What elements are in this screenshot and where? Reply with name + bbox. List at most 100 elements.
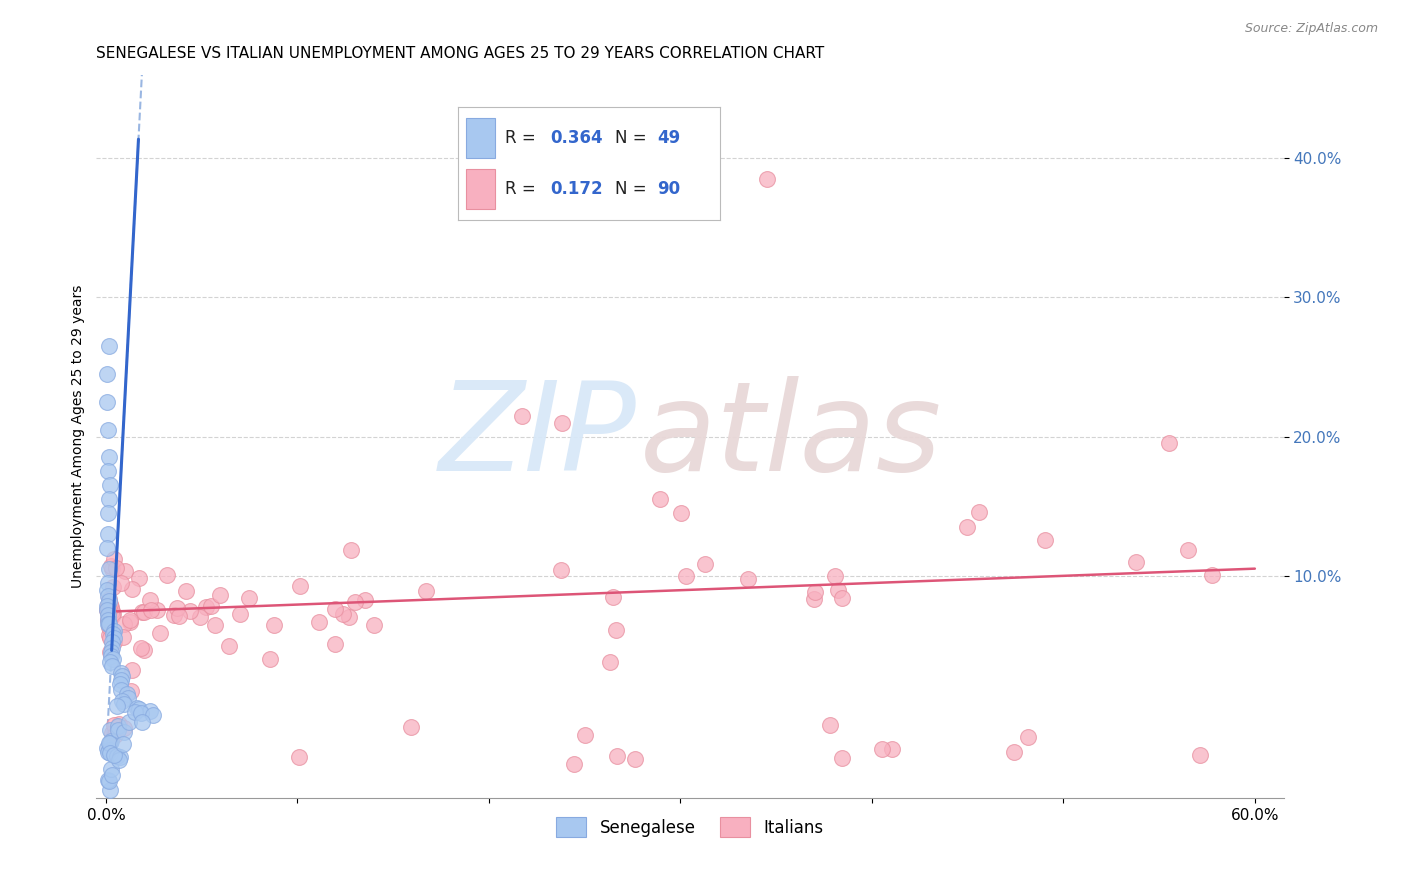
Point bbox=[550, 563, 572, 577]
Point bbox=[107, 717, 129, 731]
Point bbox=[163, 607, 186, 622]
Point bbox=[132, 605, 155, 619]
Point bbox=[415, 583, 437, 598]
Point bbox=[117, 691, 139, 706]
Point bbox=[238, 591, 260, 606]
Point bbox=[108, 750, 131, 764]
Point bbox=[166, 601, 188, 615]
Point bbox=[97, 773, 120, 788]
Point bbox=[100, 558, 122, 573]
Point bbox=[118, 714, 141, 729]
Point bbox=[96, 367, 118, 381]
Point bbox=[103, 552, 125, 566]
Point bbox=[156, 567, 179, 582]
Point bbox=[1125, 555, 1147, 569]
Point bbox=[98, 628, 121, 642]
Point bbox=[96, 740, 118, 755]
Point bbox=[120, 615, 142, 630]
Point bbox=[956, 520, 979, 534]
Point bbox=[100, 599, 122, 614]
Point bbox=[141, 603, 163, 617]
Point bbox=[120, 684, 142, 698]
Point bbox=[117, 687, 139, 701]
Point bbox=[103, 631, 125, 645]
Point bbox=[98, 746, 121, 760]
Point bbox=[142, 707, 165, 722]
Y-axis label: Unemployment Among Ages 25 to 29 years: Unemployment Among Ages 25 to 29 years bbox=[72, 285, 86, 588]
Point bbox=[100, 762, 122, 776]
Point bbox=[111, 737, 134, 751]
Text: ZIP: ZIP bbox=[439, 376, 637, 497]
Point bbox=[100, 649, 122, 664]
Point bbox=[128, 702, 150, 716]
Point bbox=[108, 753, 131, 767]
Point bbox=[208, 588, 231, 602]
Point bbox=[100, 561, 122, 575]
Point bbox=[1004, 745, 1026, 759]
Point bbox=[831, 591, 853, 605]
Point bbox=[97, 617, 120, 632]
Point bbox=[804, 585, 827, 599]
Point bbox=[98, 617, 121, 632]
Point bbox=[344, 595, 367, 609]
Point bbox=[1017, 730, 1039, 744]
Point bbox=[97, 591, 120, 606]
Point bbox=[97, 590, 120, 604]
Point bbox=[112, 697, 135, 711]
Point bbox=[97, 598, 120, 612]
Point bbox=[111, 694, 134, 708]
Text: atlas: atlas bbox=[640, 376, 942, 497]
Point bbox=[755, 172, 778, 186]
Point bbox=[624, 751, 647, 765]
Point bbox=[218, 639, 240, 653]
Point bbox=[98, 723, 121, 737]
Point bbox=[110, 575, 132, 590]
Point bbox=[100, 645, 122, 659]
Point bbox=[101, 640, 124, 655]
Point bbox=[97, 773, 120, 788]
Point bbox=[98, 736, 121, 750]
Point bbox=[96, 603, 118, 617]
Point bbox=[204, 618, 226, 632]
Point bbox=[103, 718, 125, 732]
Point bbox=[97, 339, 120, 353]
Point bbox=[337, 610, 360, 624]
Point bbox=[96, 582, 118, 597]
Point bbox=[121, 582, 143, 596]
Point bbox=[105, 748, 128, 763]
Point bbox=[200, 599, 222, 614]
Point bbox=[96, 603, 118, 617]
Point bbox=[121, 664, 143, 678]
Point bbox=[288, 579, 311, 593]
Point bbox=[145, 603, 167, 617]
Point bbox=[98, 743, 121, 757]
Point bbox=[97, 575, 120, 590]
Point bbox=[124, 705, 146, 719]
Point bbox=[110, 665, 132, 680]
Point bbox=[101, 604, 124, 618]
Point bbox=[1033, 533, 1056, 547]
Point bbox=[510, 409, 533, 423]
Point bbox=[1189, 747, 1212, 762]
Point bbox=[100, 734, 122, 748]
Point bbox=[98, 736, 121, 750]
Point bbox=[98, 655, 121, 669]
Point bbox=[108, 677, 131, 691]
Point bbox=[229, 607, 252, 622]
Point bbox=[131, 605, 153, 619]
Point bbox=[128, 571, 150, 585]
Point bbox=[112, 616, 135, 631]
Point bbox=[562, 756, 585, 771]
Point bbox=[129, 706, 152, 721]
Point bbox=[112, 725, 135, 739]
Point bbox=[149, 625, 172, 640]
Point bbox=[101, 768, 124, 782]
Point bbox=[354, 593, 377, 607]
Point bbox=[96, 394, 118, 409]
Point bbox=[110, 682, 132, 697]
Point bbox=[827, 583, 849, 598]
Point bbox=[96, 599, 118, 614]
Point bbox=[179, 605, 201, 619]
Text: SENEGALESE VS ITALIAN UNEMPLOYMENT AMONG AGES 25 TO 29 YEARS CORRELATION CHART: SENEGALESE VS ITALIAN UNEMPLOYMENT AMONG… bbox=[97, 46, 824, 62]
Point bbox=[824, 569, 846, 583]
